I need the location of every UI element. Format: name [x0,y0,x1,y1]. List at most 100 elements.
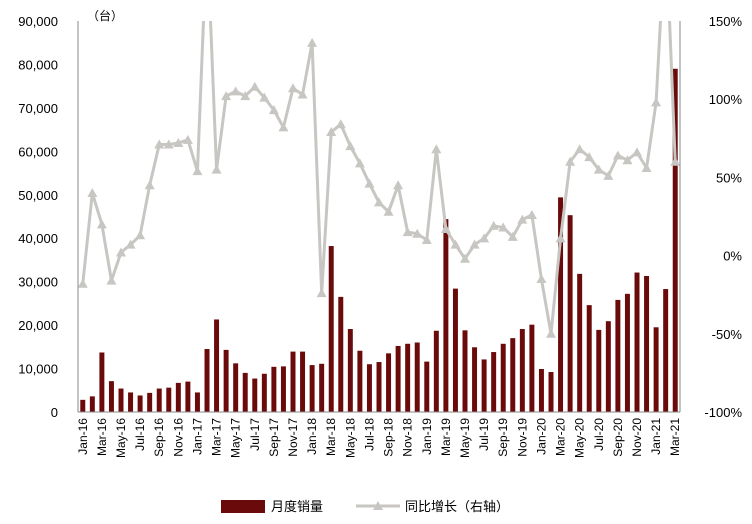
bar [663,289,669,412]
line-marker [144,180,155,190]
line-marker [574,144,585,154]
bar [529,324,535,412]
bar [644,276,650,412]
x-tick-label: Mar-21 [668,418,682,456]
line-marker [78,278,88,288]
line-marker [641,163,652,173]
x-tick-label: Nov-16 [171,418,185,457]
line-marker [87,188,98,198]
line-marker [517,214,528,224]
bar [319,363,325,412]
y-left-tick-label: 50,000 [18,188,58,203]
bar [89,396,95,412]
bar [481,359,487,412]
unit-label: （台） [87,8,123,23]
y-right-tick-label: -50% [712,327,743,342]
line-marker [479,233,490,243]
line-marker [163,139,174,149]
bar [328,246,334,412]
line-marker [383,206,394,216]
line-marker [536,274,547,284]
x-tick-label: Jul-18 [362,418,376,451]
bar [462,330,468,412]
bar [300,351,306,412]
x-tick-label: Mar-18 [324,418,338,456]
growth-line [81,21,677,336]
bar [137,395,143,412]
line-marker [603,170,614,180]
line-marker [297,89,308,99]
x-tick-label: Jan-16 [76,418,90,455]
line-marker [402,227,413,237]
line-marker [173,137,184,147]
line-marker [469,239,480,249]
bar [223,349,229,412]
bar [357,350,363,412]
bar [261,373,267,412]
y-right-tick-label: 50% [716,170,742,185]
bar [615,299,621,412]
line-marker [345,141,356,151]
bar [271,366,277,412]
bar [99,352,105,412]
x-tick-label: Jul-17 [248,418,262,451]
y-left-tick-label: 90,000 [18,14,58,29]
x-tick-label: Jul-16 [133,418,147,451]
x-ticks: Jan-16 Mar-16 May-16 Jul-16 Sep-16 Nov-16 Jan-… [76,418,682,458]
x-tick-label: Sep-19 [496,418,510,457]
bar [491,352,497,412]
bar [386,353,392,412]
x-tick-label: Jul-19 [477,418,491,451]
bar [605,321,611,412]
y-left-tick-label: 20,000 [18,318,58,333]
legend-line-marker [373,501,383,510]
x-tick-label: May-18 [343,418,357,458]
bar [586,305,592,412]
line-marker [393,180,404,190]
x-tick-label: May-17 [229,418,243,458]
line-marker [182,134,193,144]
line-marker [307,37,318,47]
bar [366,364,372,412]
line-marker [335,119,346,129]
line-series [78,21,680,338]
x-tick-label: Jan-19 [420,418,434,455]
x-tick-label: Jan-20 [534,418,548,455]
y-right-tick-label: -100% [704,405,742,420]
bar [338,296,344,412]
line-marker [278,122,289,132]
line-marker [221,91,232,101]
bar [500,343,506,412]
line-marker [192,166,203,176]
bar [80,399,86,412]
bar [204,349,210,412]
line-marker [249,81,260,91]
y-left-tick-label: 70,000 [18,101,58,116]
line-marker [670,156,680,166]
bar [472,347,478,412]
y-left-tick-label: 0 [51,405,58,420]
bar [443,219,449,412]
line-marker [154,139,165,149]
line-marker [96,219,107,229]
x-tick-label: May-16 [114,418,128,458]
line-marker [326,127,337,137]
bar [452,288,458,412]
bar [290,351,296,412]
x-tick-label: Sep-16 [152,418,166,457]
line-marker [651,97,662,107]
bar [128,392,134,412]
bar [214,319,220,412]
bar [519,329,525,412]
y-left-tick-label: 60,000 [18,144,58,159]
y-right-tick-label: 0% [723,249,742,264]
line-marker [421,234,432,244]
line-marker [268,105,279,115]
bar [414,342,420,412]
y-left-tick-label: 80,000 [18,57,58,72]
line-marker [211,164,222,174]
line-marker [135,230,146,240]
line-marker [526,209,537,219]
line-marker [460,253,470,263]
bar [653,327,659,412]
